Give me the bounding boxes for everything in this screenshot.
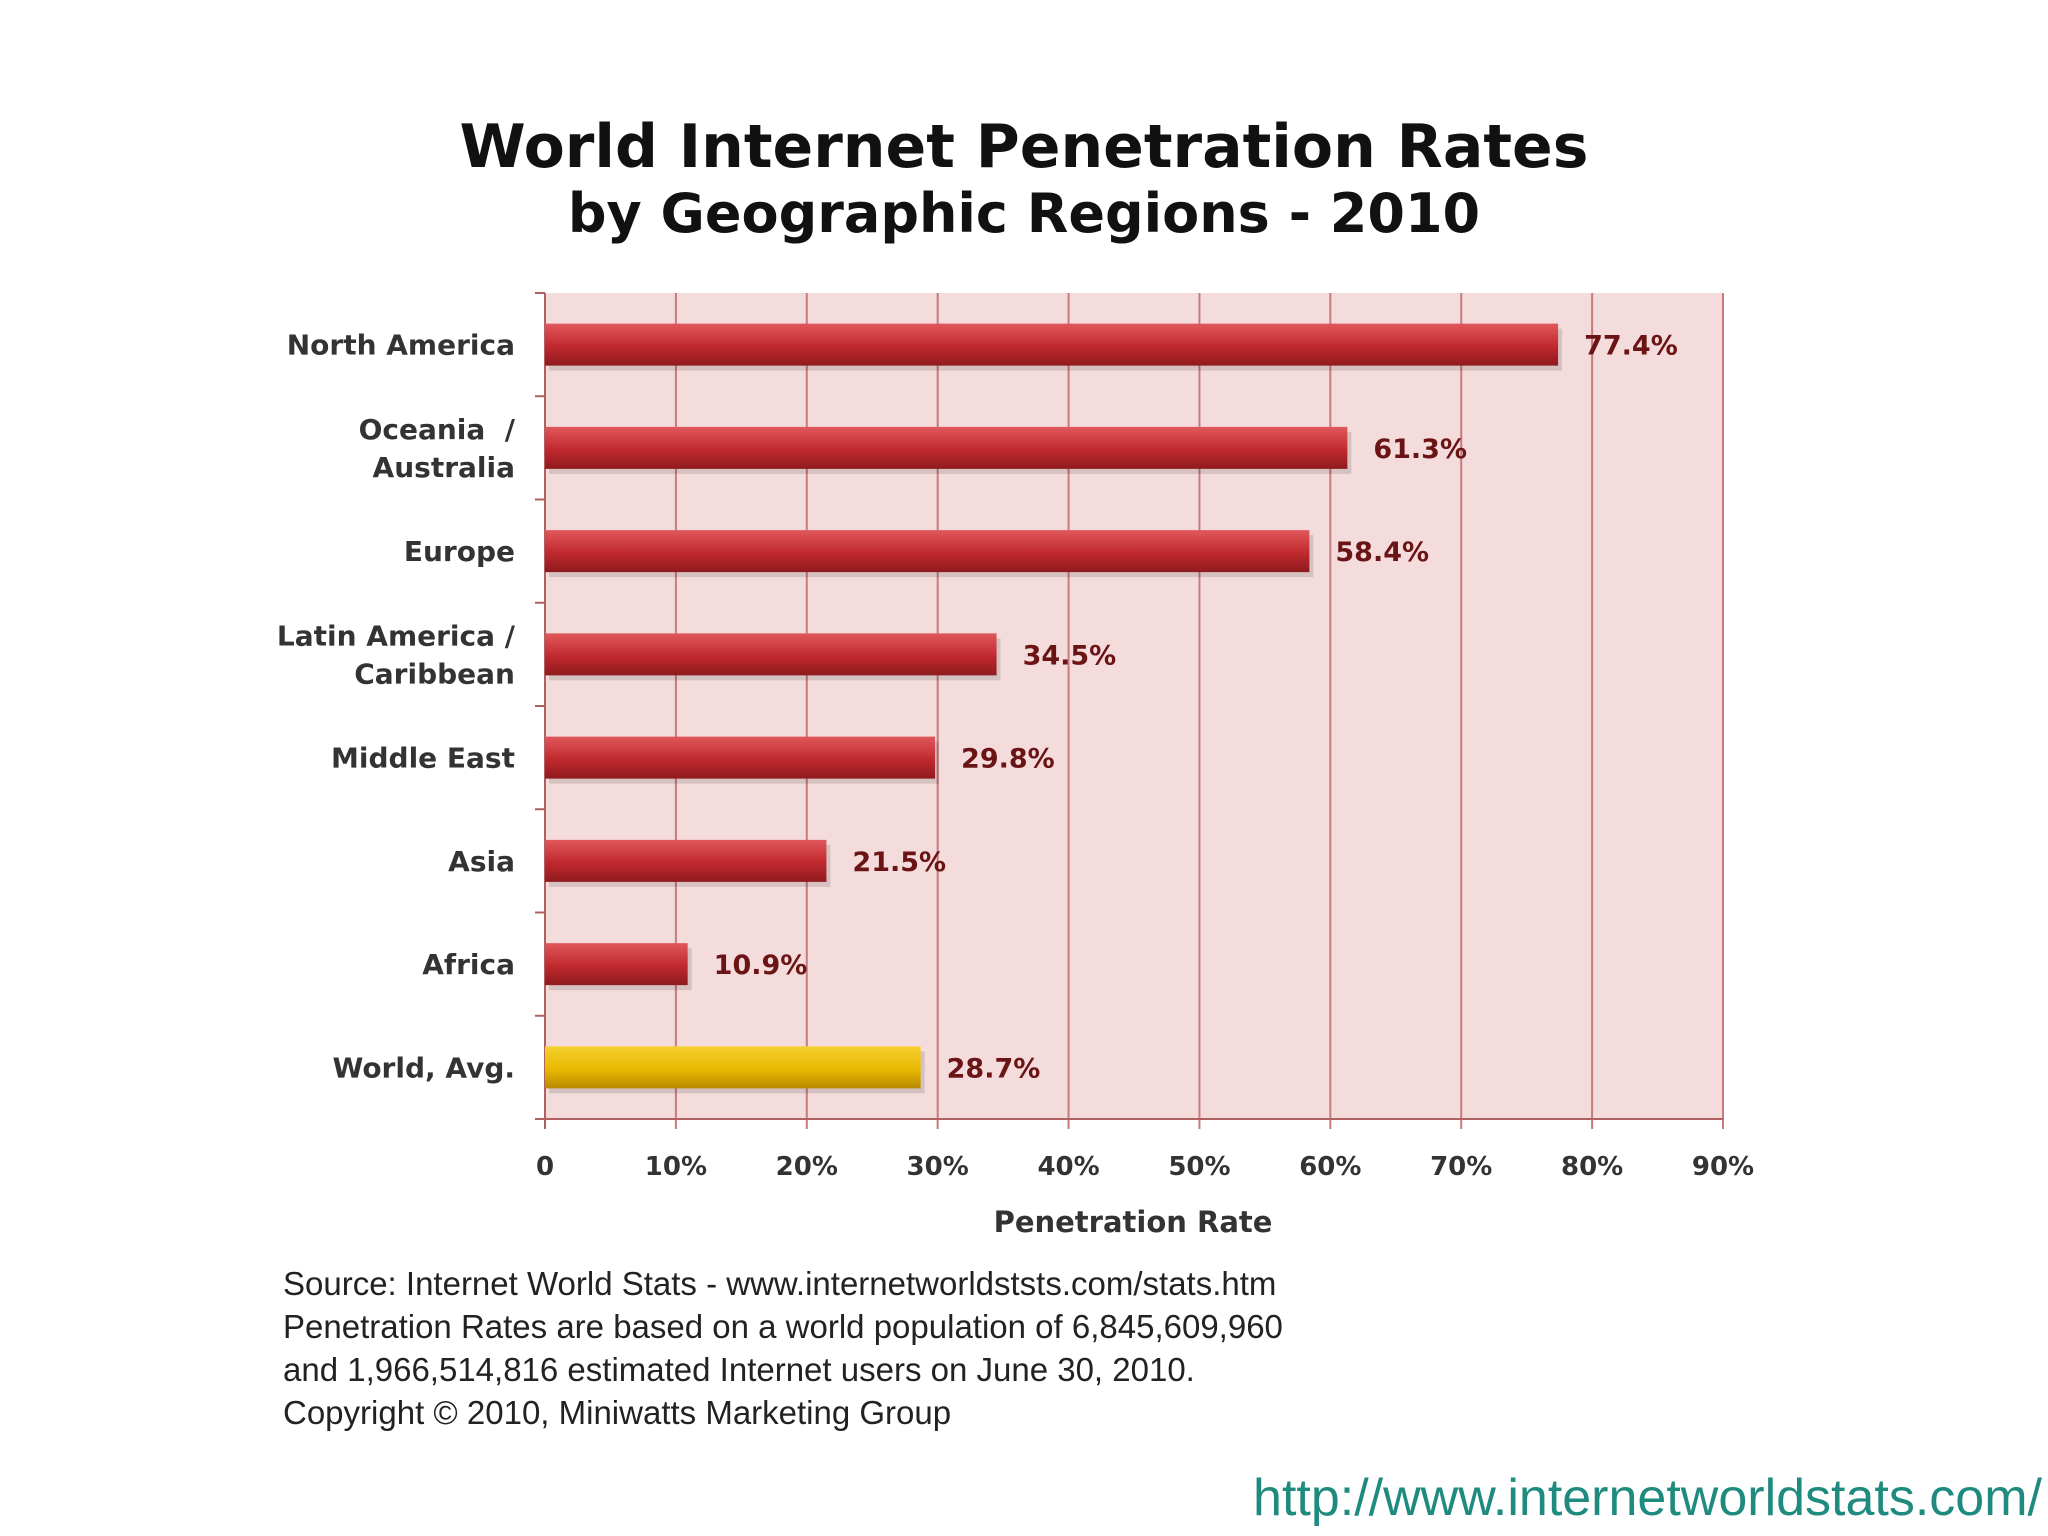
- copyright-note: Copyright © 2010, Miniwatts Marketing Gr…: [283, 1394, 952, 1431]
- x-tick-label: 70%: [1430, 1152, 1492, 1182]
- plot-background: [545, 293, 1723, 1119]
- x-tick-label: 80%: [1561, 1152, 1623, 1182]
- chart-subtitle: by Geographic Regions - 2010: [567, 182, 1481, 245]
- bar: [545, 633, 997, 676]
- value-label: 10.9%: [714, 950, 808, 981]
- bar-chart: 77.4% 61.3% 58.4% 34.5% 29.8% 21.5% 10.9% 28.7%…: [277, 292, 1754, 1239]
- source-notes: Source: Internet World Stats - www.inter…: [283, 1262, 1283, 1434]
- category-label: North America: [287, 329, 515, 362]
- category-label: Oceania /: [359, 413, 516, 446]
- source-note-line: and 1,966,514,816 estimated Internet use…: [283, 1351, 1195, 1388]
- x-tick-label: 40%: [1037, 1152, 1099, 1182]
- category-label: Caribbean: [354, 657, 515, 690]
- chart-title: World Internet Penetration Rates: [459, 112, 1589, 182]
- category-label: Asia: [448, 845, 515, 878]
- bar: [545, 323, 1559, 366]
- x-tick-label: 30%: [907, 1152, 969, 1182]
- source-note-line: Source: Internet World Stats - www.inter…: [283, 1265, 1277, 1302]
- x-tick-label: 20%: [776, 1152, 838, 1182]
- value-label: 61.3%: [1373, 434, 1467, 465]
- bar: [545, 943, 688, 986]
- x-tick-label: 50%: [1168, 1152, 1230, 1182]
- value-label: 28.7%: [947, 1053, 1041, 1084]
- category-label: Europe: [404, 535, 515, 568]
- bar-world-average: [545, 1046, 921, 1089]
- x-tick-label: 60%: [1299, 1152, 1361, 1182]
- bar: [545, 839, 827, 882]
- x-tick-label: 0: [536, 1152, 554, 1182]
- category-label: Africa: [422, 948, 515, 981]
- value-label: 29.8%: [961, 744, 1055, 775]
- category-label: World, Avg.: [332, 1051, 515, 1084]
- category-label: Australia: [373, 451, 515, 484]
- category-label: Middle East: [331, 742, 515, 775]
- category-label: Latin America /: [277, 619, 516, 652]
- x-tick-label: 10%: [645, 1152, 707, 1182]
- x-tick-label: 90%: [1692, 1152, 1754, 1182]
- bar: [545, 736, 936, 779]
- bar: [545, 530, 1310, 573]
- value-label: 34.5%: [1023, 640, 1117, 671]
- value-label: 77.4%: [1584, 331, 1678, 362]
- site-url-link[interactable]: http://www.internetworldstats.com/: [1253, 1469, 2042, 1527]
- value-label: 21.5%: [852, 847, 946, 878]
- source-note-line: Penetration Rates are based on a world p…: [283, 1308, 1283, 1345]
- value-label: 58.4%: [1335, 537, 1429, 568]
- bar: [545, 426, 1348, 469]
- x-axis-label: Penetration Rate: [994, 1205, 1273, 1239]
